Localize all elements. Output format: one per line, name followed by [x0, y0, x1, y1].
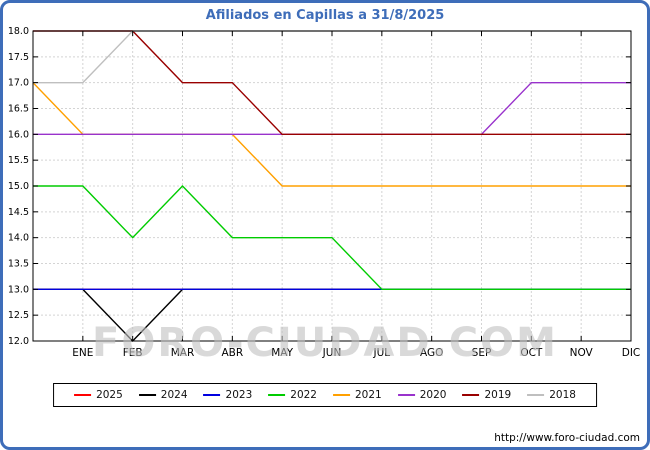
- x-tick-label: MAR: [171, 347, 195, 359]
- legend-item-2022: 2022: [268, 389, 317, 401]
- x-tick-label: NOV: [570, 347, 594, 359]
- chart-legend: 2025 2024 2023 2022 2021 2020 2019 2018: [53, 383, 597, 407]
- legend-swatch-2018: [527, 394, 545, 396]
- legend-label-2022: 2022: [290, 389, 317, 401]
- y-tick-label: 14.5: [8, 207, 29, 218]
- y-tick-label: 16.5: [8, 104, 29, 115]
- legend-swatch-2021: [333, 394, 350, 396]
- y-tick-label: 14.0: [8, 233, 29, 244]
- x-tick-label: ENE: [72, 347, 93, 359]
- series-line-2022: [33, 184, 631, 291]
- y-tick-label: 16.0: [8, 129, 29, 140]
- legend-swatch-2022: [268, 394, 286, 396]
- legend-item-2025: 2025: [74, 389, 123, 401]
- legend-label-2020: 2020: [419, 389, 447, 401]
- x-tick-label: AGO: [420, 347, 443, 359]
- legend-label-2023: 2023: [225, 389, 253, 401]
- legend-label-2021: 2021: [355, 389, 382, 401]
- x-tick-label: OCT: [520, 347, 543, 359]
- legend-item-2023: 2023: [203, 389, 253, 401]
- y-tick-label: 12.0: [8, 336, 29, 347]
- x-tick-label: MAY: [271, 347, 293, 359]
- x-tick-label: SEP: [472, 347, 492, 359]
- legend-label-2025: 2025: [96, 389, 123, 401]
- legend-item-2024: 2024: [138, 389, 188, 401]
- legend-swatch-2023: [203, 394, 221, 396]
- x-tick-label: JUL: [373, 347, 391, 359]
- legend-swatch-2025: [74, 394, 92, 396]
- legend-item-2020: 2020: [397, 389, 447, 401]
- legend-item-2019: 2019: [462, 389, 511, 401]
- y-tick-label: 17.0: [8, 78, 29, 89]
- footer-url-link[interactable]: http://www.foro-ciudad.com: [494, 432, 640, 444]
- legend-label-2019: 2019: [484, 389, 512, 401]
- y-tick-label: 15.5: [8, 155, 29, 166]
- y-tick-label: 12.5: [8, 310, 29, 321]
- legend-swatch-2019: [462, 394, 480, 396]
- y-tick-label: 18.0: [8, 26, 29, 37]
- x-tick-label: DIC: [622, 347, 641, 359]
- legend-item-2021: 2021: [333, 389, 382, 401]
- legend-item-2018: 2018: [527, 389, 576, 401]
- legend-label-2024: 2024: [160, 389, 188, 401]
- line-chart-canvas: 18.0 17.5 17.0 16.5 16.0 15.5 15.0 14.5 14.0 13.5…: [8, 26, 641, 359]
- y-tick-label: 13.0: [8, 284, 29, 295]
- legend-swatch-2020: [397, 394, 415, 396]
- x-tick-label: ABR: [221, 347, 243, 359]
- legend-label-2018: 2018: [549, 389, 576, 401]
- x-tick-label: JUN: [322, 347, 342, 359]
- chart-title: Afiliados en Capillas a 31/8/2025: [205, 8, 445, 23]
- y-tick-label: 15.0: [8, 181, 29, 192]
- legend-swatch-2024: [138, 394, 156, 396]
- x-tick-label: FEB: [123, 347, 143, 359]
- y-tick-label: 13.5: [8, 259, 29, 270]
- y-tick-label: 17.5: [8, 52, 29, 63]
